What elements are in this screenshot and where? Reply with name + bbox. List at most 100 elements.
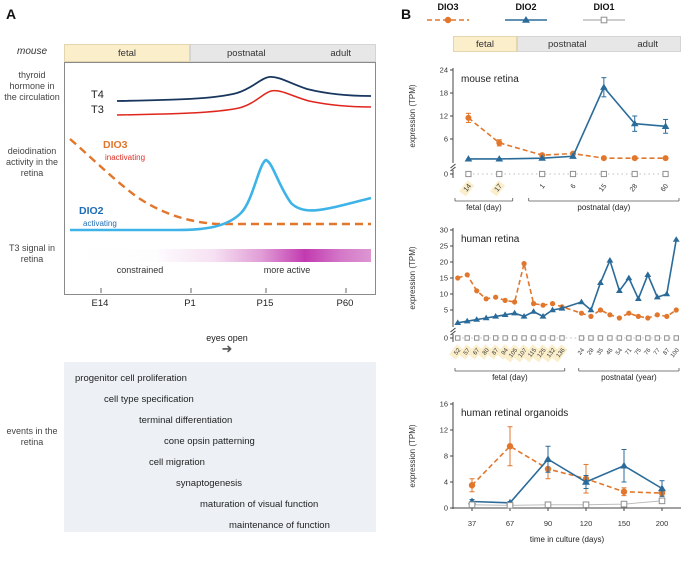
legend-label-dio2: DIO2 xyxy=(515,2,537,12)
event-line: cell type specification xyxy=(104,394,194,405)
dio3-legend-symbol xyxy=(427,16,469,24)
svg-text:17: 17 xyxy=(494,183,504,194)
svg-text:12: 12 xyxy=(440,112,448,121)
timeline-p15: P15 xyxy=(256,298,274,309)
side-label-events: events in the retina xyxy=(6,426,58,447)
legend-item-dio3: DIO3 xyxy=(418,2,478,26)
svg-text:67: 67 xyxy=(506,519,514,528)
mouse-retina-chart: 6 12 18 24 expression (TPM) mouse retina 0 14 17… xyxy=(408,66,680,212)
svg-text:125: 125 xyxy=(537,347,548,359)
eyes-open-arrow-icon: ➜ xyxy=(221,341,233,356)
svg-text:18: 18 xyxy=(440,89,448,98)
svg-text:57: 57 xyxy=(463,347,472,356)
stage-bar-postnatal: postnatal xyxy=(227,47,266,59)
svg-text:75: 75 xyxy=(634,347,643,356)
svg-text:15: 15 xyxy=(440,274,448,283)
svg-text:30: 30 xyxy=(440,226,448,235)
constrained-label: constrained xyxy=(116,265,164,275)
svg-text:4: 4 xyxy=(444,478,448,487)
events-box: progenitor cell proliferation cell type … xyxy=(64,362,376,532)
svg-text:136: 136 xyxy=(556,347,567,359)
svg-text:54: 54 xyxy=(615,347,624,356)
dio2-label: DIO2 xyxy=(79,205,104,217)
chart-legend: DIO3 DIO2 DIO1 xyxy=(418,2,634,26)
timeline-p1: P1 xyxy=(184,298,196,309)
panel-a-label: A xyxy=(6,6,17,22)
svg-text:150: 150 xyxy=(618,519,631,528)
svg-text:52: 52 xyxy=(453,347,462,356)
svg-text:expression (TPM): expression (TPM) xyxy=(408,84,417,147)
panel-b-label: B xyxy=(401,6,412,22)
svg-text:12: 12 xyxy=(440,426,448,435)
side-label-t3-signal: T3 signal in retina xyxy=(8,243,56,264)
svg-text:37: 37 xyxy=(468,519,476,528)
dio1-legend-symbol xyxy=(583,16,625,24)
event-line: cell migration xyxy=(149,457,205,468)
svg-text:76: 76 xyxy=(644,347,653,356)
legend-label-dio3: DIO3 xyxy=(437,2,459,12)
svg-text:87: 87 xyxy=(663,347,672,356)
human-retina-chart: 5 10 15 20 25 30 expression (TPM) human retina 0… xyxy=(408,226,681,383)
legend-label-dio1: DIO1 xyxy=(593,2,615,12)
svg-text:0: 0 xyxy=(444,504,448,513)
svg-text:expression (TPM): expression (TPM) xyxy=(408,424,417,487)
svg-text:5: 5 xyxy=(444,306,448,315)
dio2-activating-label: activating xyxy=(83,219,117,228)
strip-adult: adult xyxy=(637,38,658,50)
side-label-mouse: mouse xyxy=(16,46,47,57)
human-retinal-organoids-chart: 0 4 8 12 16 expression (TPM) human retinal org… xyxy=(408,400,681,544)
t4-label: T4 xyxy=(91,89,104,101)
side-label-thyroid-hormone: thyroid hormone in the circulation xyxy=(4,70,60,102)
t3-curve xyxy=(116,89,372,116)
t3-signal-gradient xyxy=(70,249,371,262)
svg-text:100: 100 xyxy=(670,347,681,359)
svg-text:87: 87 xyxy=(491,347,500,356)
svg-text:human retina: human retina xyxy=(461,234,520,245)
event-line: cone opsin patterning xyxy=(164,436,255,447)
dio3-label: DIO3 xyxy=(103,139,128,151)
svg-text:35: 35 xyxy=(596,347,605,356)
svg-text:expression (TPM): expression (TPM) xyxy=(408,246,417,309)
t3-label: T3 xyxy=(91,104,104,116)
dio3-curve xyxy=(69,138,371,226)
svg-text:94: 94 xyxy=(501,347,510,356)
svg-text:28: 28 xyxy=(629,183,639,194)
svg-text:6: 6 xyxy=(570,183,578,190)
event-line: maintenance of function xyxy=(229,520,330,531)
svg-text:107: 107 xyxy=(518,347,529,359)
svg-text:time in culture (days): time in culture (days) xyxy=(530,535,605,544)
svg-text:6: 6 xyxy=(444,135,448,144)
svg-text:8: 8 xyxy=(444,452,448,461)
stage-bar-adult: adult xyxy=(330,47,351,59)
svg-text:77: 77 xyxy=(653,347,662,356)
svg-text:24: 24 xyxy=(577,347,586,356)
svg-text:24: 24 xyxy=(440,66,448,75)
legend-item-dio2: DIO2 xyxy=(496,2,556,26)
svg-text:mouse retina: mouse retina xyxy=(461,74,519,85)
svg-text:132: 132 xyxy=(546,347,557,359)
svg-text:postnatal (year): postnatal (year) xyxy=(601,373,657,382)
more-active-label: more active xyxy=(263,265,311,275)
svg-text:16: 16 xyxy=(440,400,448,409)
side-label-deiodination: deiodination activity in the retina xyxy=(5,146,59,178)
strip-fetal: fetal xyxy=(453,36,517,52)
svg-text:0: 0 xyxy=(444,170,448,179)
svg-text:15: 15 xyxy=(598,183,608,194)
svg-text:10: 10 xyxy=(440,290,448,299)
stage-bar-postnatal-adult: postnatal adult xyxy=(190,44,376,62)
strip-postnatal: postnatal xyxy=(548,38,587,50)
svg-text:1: 1 xyxy=(539,183,547,190)
dio2-legend-symbol xyxy=(505,16,547,23)
t4-curve xyxy=(116,76,372,102)
svg-text:postnatal (day): postnatal (day) xyxy=(577,203,630,212)
svg-text:28: 28 xyxy=(587,347,596,356)
svg-text:67: 67 xyxy=(472,347,481,356)
event-line: progenitor cell proliferation xyxy=(75,373,187,384)
stage-bar-fetal: fetal xyxy=(64,44,190,62)
svg-text:105: 105 xyxy=(508,347,519,359)
dio3-inactivating-label: inactivating xyxy=(105,153,146,162)
svg-text:60: 60 xyxy=(660,183,670,194)
timeline-p60: P60 xyxy=(336,298,354,309)
hormone-activity-box: T4 T3 DIO3 inactivating DIO2 activating … xyxy=(64,62,376,295)
